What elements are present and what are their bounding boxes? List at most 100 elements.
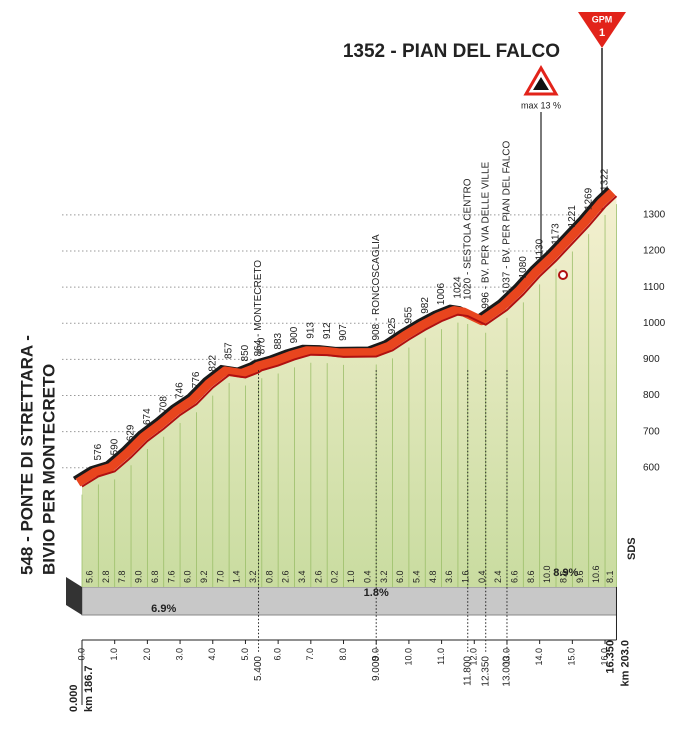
end-race-km: km 203.0 bbox=[619, 640, 631, 686]
altitude-label: 1322 bbox=[600, 168, 611, 191]
start-race-km: km 186.7 bbox=[83, 666, 95, 712]
altitude-label: 1024 bbox=[453, 276, 464, 299]
segment-gradient: 8.1 bbox=[605, 570, 615, 583]
max-gradient-icon-inner bbox=[533, 77, 549, 90]
segment-gradient: 8.6 bbox=[526, 570, 536, 583]
altitude-label: 955 bbox=[404, 306, 415, 323]
altitude-label: 900 bbox=[289, 326, 300, 343]
altitude-label: 883 bbox=[273, 332, 284, 349]
end-km: 16.350 bbox=[604, 640, 616, 674]
place-km-label: 13.000 bbox=[502, 656, 513, 687]
altitude-label: 1080 bbox=[518, 256, 529, 279]
gpm-badge bbox=[578, 12, 626, 48]
x-tick-label: 6.0 bbox=[273, 648, 283, 661]
altitude-label: 1221 bbox=[567, 205, 578, 228]
segment-gradient: 1.6 bbox=[460, 570, 470, 583]
y-tick-label: 600 bbox=[643, 462, 660, 473]
place-label: 1037 - BV. PER PIAN DEL FALCO bbox=[502, 140, 513, 293]
average-gradient: 8.9% bbox=[553, 567, 578, 579]
altitude-label: 629 bbox=[126, 424, 137, 441]
max-gradient-point bbox=[558, 270, 568, 280]
x-tick-label: 10.0 bbox=[403, 648, 413, 666]
y-tick-label: 1000 bbox=[643, 318, 666, 329]
place-km-label: 12.350 bbox=[480, 656, 491, 687]
average-gradient: 1.8% bbox=[364, 587, 389, 599]
altitude-label: 576 bbox=[93, 443, 104, 460]
place-km-label: 9.000 bbox=[371, 656, 382, 681]
sponsor-tag: SDS bbox=[626, 537, 638, 560]
profile-area bbox=[82, 196, 617, 588]
segment-gradient: 10.0 bbox=[542, 565, 552, 583]
segment-gradient: 6.0 bbox=[183, 570, 193, 583]
y-tick-label: 700 bbox=[643, 426, 660, 437]
x-tick-label: 11.0 bbox=[436, 648, 446, 665]
altitude-label: 822 bbox=[207, 354, 218, 371]
segment-gradient: 2.6 bbox=[313, 570, 323, 583]
segment-gradient: 2.6 bbox=[281, 570, 291, 583]
x-tick-label: 16.0 bbox=[599, 648, 609, 666]
start-label-line1: 548 - PONTE DI STRETTARA - bbox=[17, 335, 36, 575]
x-tick-label: 3.0 bbox=[174, 648, 184, 661]
average-gradient: 6.9% bbox=[151, 603, 176, 615]
segment-gradient: 5.4 bbox=[411, 570, 421, 583]
x-tick-label: 1.0 bbox=[109, 648, 119, 661]
y-tick-label: 1300 bbox=[643, 210, 666, 221]
altitude-label: 907 bbox=[338, 324, 349, 341]
y-tick-label: 1200 bbox=[643, 246, 666, 257]
segment-gradient: 0.8 bbox=[264, 570, 274, 583]
altitude-label: 776 bbox=[191, 371, 202, 388]
segment-gradient: 1.4 bbox=[232, 570, 242, 583]
x-tick-label: 0.0 bbox=[76, 648, 86, 661]
place-km-label: 11.800 bbox=[462, 656, 473, 686]
x-tick-label: 14.0 bbox=[534, 648, 544, 666]
segment-gradient: 9.6 bbox=[575, 570, 585, 583]
y-tick-label: 800 bbox=[643, 390, 660, 401]
start-km: 0.000 bbox=[68, 684, 80, 712]
altitude-label: 1173 bbox=[551, 223, 562, 245]
start-label-line2: BIVIO PER MONTECRETO bbox=[39, 364, 58, 575]
segment-gradient: 2.4 bbox=[493, 570, 503, 583]
place-label: 864 - MONTECRETO bbox=[253, 260, 264, 357]
place-label: 908 - RONCOSCAGLIA bbox=[371, 234, 382, 340]
altitude-label: 850 bbox=[240, 344, 251, 361]
x-tick-label: 2.0 bbox=[142, 648, 152, 661]
segment-gradient: 5.6 bbox=[85, 570, 95, 583]
x-tick-label: 5.0 bbox=[240, 648, 250, 661]
altitude-label: 708 bbox=[158, 396, 169, 413]
place-label: 1020 - SESTOLA CENTRO bbox=[462, 178, 473, 300]
altitude-label: 1006 bbox=[436, 282, 447, 305]
altitude-label: 674 bbox=[142, 408, 153, 425]
segment-gradient: 10.6 bbox=[591, 565, 601, 583]
altitude-label: 925 bbox=[387, 317, 398, 334]
x-tick-label: 7.0 bbox=[305, 648, 315, 661]
segment-gradient: 0.4 bbox=[477, 570, 487, 583]
altitude-label: 857 bbox=[224, 342, 235, 359]
x-tick-label: 15.0 bbox=[567, 648, 577, 666]
altitude-label: 1269 bbox=[583, 187, 594, 210]
segment-gradient: 6.0 bbox=[395, 570, 405, 583]
max-gradient-label: max 13 % bbox=[521, 100, 561, 110]
segment-gradient: 0.2 bbox=[330, 570, 340, 583]
altitude-label: 913 bbox=[305, 322, 316, 339]
segment-gradient: 0.4 bbox=[362, 570, 372, 583]
gpm-label: GPM bbox=[592, 14, 613, 24]
segment-gradient: 6.6 bbox=[510, 570, 520, 583]
profile-edge bbox=[81, 195, 618, 488]
segment-gradient: 2.8 bbox=[101, 570, 111, 583]
altitude-label: 746 bbox=[175, 382, 186, 399]
segment-gradient: 7.6 bbox=[166, 570, 176, 583]
segment-gradient: 4.8 bbox=[428, 570, 438, 583]
segment-gradient: 3.4 bbox=[297, 570, 307, 583]
segment-gradient: 1.0 bbox=[346, 570, 356, 583]
x-tick-label: 9.0 bbox=[371, 648, 381, 661]
altitude-label: 912 bbox=[322, 322, 333, 339]
y-tick-label: 1100 bbox=[643, 282, 665, 293]
segment-gradient: 8.6 bbox=[559, 570, 569, 583]
segment-gradient: 3.2 bbox=[379, 570, 389, 583]
gpm-rank: 1 bbox=[599, 27, 605, 39]
altitude-label: 870 bbox=[256, 337, 267, 354]
x-tick-label: 8.0 bbox=[338, 648, 348, 661]
segment-gradient: 7.0 bbox=[215, 570, 225, 583]
